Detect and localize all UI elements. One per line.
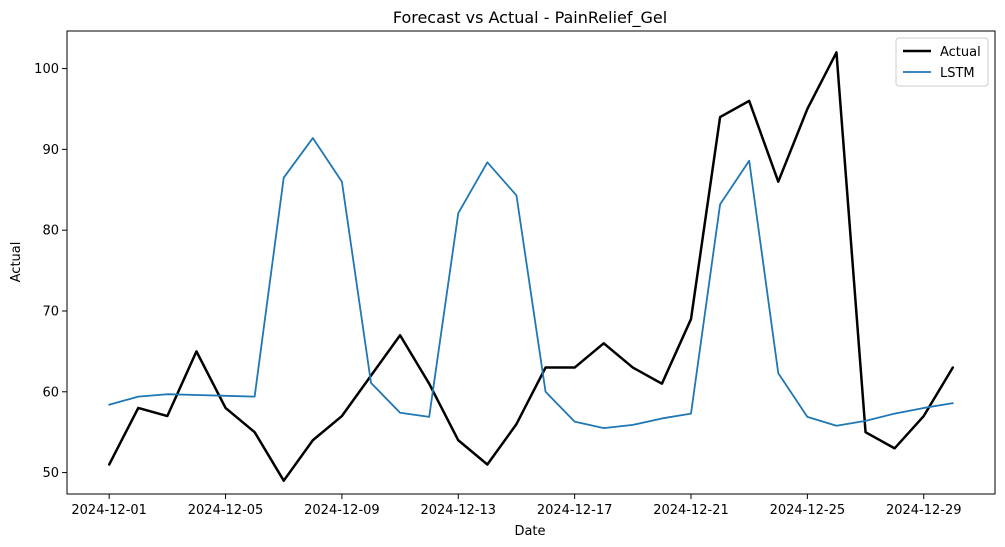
- x-axis-label: Date: [514, 524, 545, 539]
- y-tick-label: 50: [42, 466, 59, 481]
- x-tick-label: 2024-12-13: [420, 503, 496, 518]
- plot-area: [67, 31, 995, 494]
- x-tick-label: 2024-12-25: [770, 503, 846, 518]
- y-axis: 50 60 70 80 90 100: [34, 62, 67, 481]
- y-tick-label: 80: [42, 224, 59, 239]
- x-tick-label: 2024-12-29: [886, 503, 962, 518]
- chart-title: Forecast vs Actual - PainRelief_Gel: [393, 8, 667, 28]
- y-tick-label: 100: [34, 62, 59, 77]
- series-group: [107, 51, 955, 482]
- x-axis: 2024-12-01 2024-12-05 2024-12-09 2024-12-13…: [71, 494, 962, 518]
- plot-frame: [66, 30, 996, 495]
- x-tick-label: 2024-12-01: [71, 503, 147, 518]
- y-tick-label: 60: [42, 385, 59, 400]
- legend-label-lstm: LSTM: [940, 66, 975, 81]
- x-tick-label: 2024-12-09: [304, 503, 380, 518]
- x-tick-label: 2024-12-21: [653, 503, 729, 518]
- x-tick-label: 2024-12-17: [537, 503, 613, 518]
- y-tick-label: 90: [42, 143, 59, 158]
- y-tick-label: 70: [42, 304, 59, 319]
- x-tick-label: 2024-12-05: [188, 503, 264, 518]
- series-line-lstm: [108, 137, 954, 430]
- y-axis-label: Actual: [9, 242, 24, 283]
- legend-label-actual: Actual: [940, 45, 981, 60]
- legend: Actual LSTM: [895, 37, 989, 87]
- series-line-actual: [107, 51, 955, 482]
